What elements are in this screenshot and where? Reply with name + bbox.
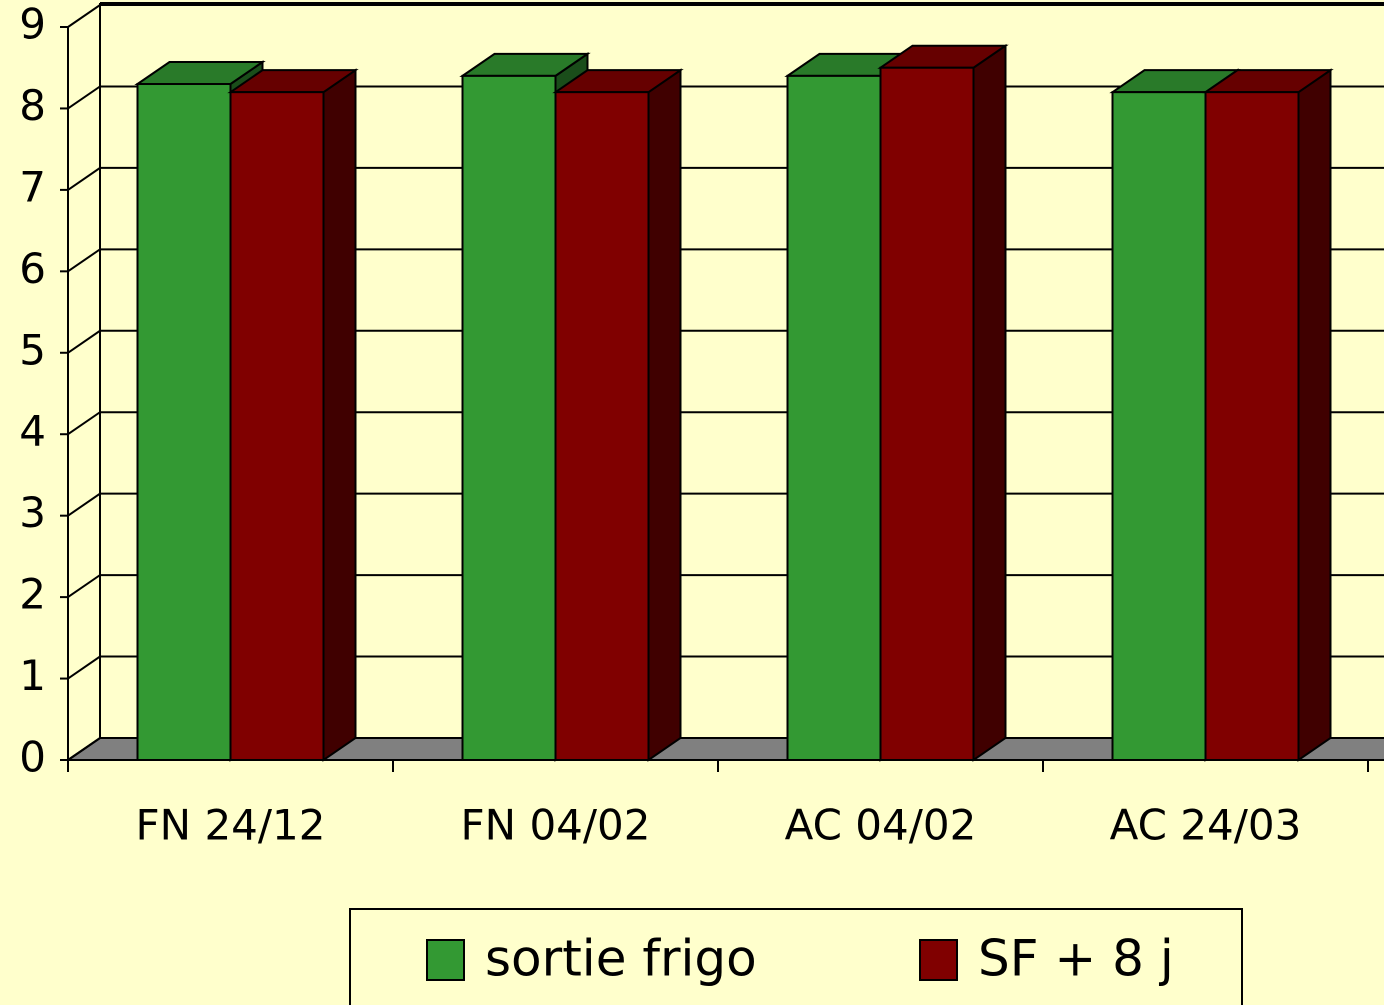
x-tick-label: AC 24/03: [1110, 801, 1302, 850]
y-tick-label: 6: [19, 244, 46, 293]
y-tick-label: 3: [19, 488, 46, 537]
bar: [1202, 68, 1334, 762]
legend-box: [349, 908, 1243, 1005]
bar-front: [879, 66, 975, 761]
bar-side: [322, 68, 357, 762]
bar: [552, 68, 684, 762]
bar-front: [461, 74, 557, 762]
bar-side: [1297, 68, 1332, 762]
legend-label: sortie frigo: [485, 930, 757, 988]
grid-line: [67, 4, 1384, 28]
plot: 0 1 2 3 4 5 6 7 8 9 FN 24/12 FN 04/02 AC 04/02 AC 24/…: [19, 0, 1384, 850]
bar: [1109, 68, 1241, 762]
y-tick-label: 1: [19, 651, 46, 700]
y-tick-label: 9: [19, 0, 46, 49]
y-tick-label: 4: [19, 407, 46, 456]
legend-swatch: [426, 939, 465, 981]
bar-front: [136, 83, 232, 761]
bar: [227, 68, 359, 762]
x-tick-label: FN 24/12: [136, 801, 326, 850]
legend-swatch: [919, 939, 958, 981]
x-tick-label: AC 04/02: [785, 801, 977, 850]
bar-front: [554, 91, 650, 761]
bar-front: [786, 74, 882, 762]
bar-front: [1204, 91, 1300, 761]
bar: [877, 43, 1009, 762]
y-tick-label: 0: [19, 733, 46, 782]
legend-label: SF + 8 j: [978, 930, 1174, 988]
bar-front: [1111, 91, 1207, 761]
y-tick-label: 8: [19, 81, 46, 130]
y-tick-label: 2: [19, 570, 46, 619]
x-tick-label: FN 04/02: [461, 801, 651, 850]
y-tick-label: 5: [19, 325, 46, 374]
y-tick-label: 7: [19, 162, 46, 211]
bar-front: [229, 91, 325, 761]
bar-side: [972, 43, 1007, 762]
bar-side: [647, 68, 682, 762]
